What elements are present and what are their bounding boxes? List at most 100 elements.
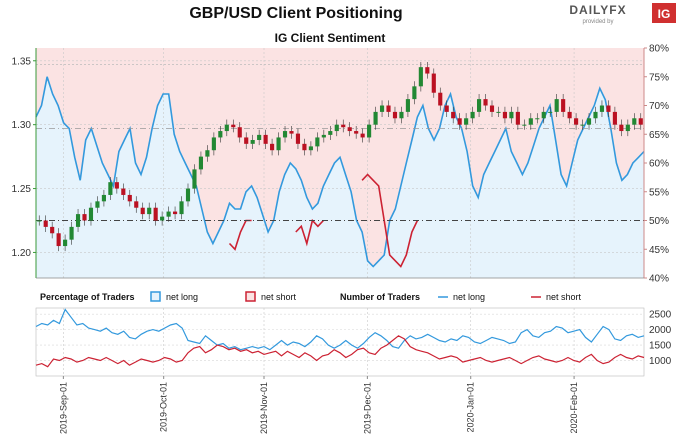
candle-body [457, 118, 462, 125]
legend-pct-short-label: net short [261, 292, 297, 302]
candle-body [489, 105, 495, 112]
dailyfx-brand: DAILYFX [569, 3, 626, 17]
candle-body [250, 140, 255, 144]
candle-body [354, 131, 359, 134]
legend-pct-title: Percentage of Traders [40, 292, 135, 302]
candle-body [95, 201, 100, 208]
candle-body [567, 111, 572, 119]
date-tick-label: 2020-Jan-01 [466, 382, 476, 433]
candle-body [308, 146, 313, 151]
legend-num-title: Number of Traders [340, 292, 420, 302]
candle-body [438, 92, 443, 106]
date-tick-label: 2020-Feb-01 [569, 382, 579, 434]
candle-body [205, 150, 210, 157]
candle-body [528, 118, 533, 125]
candle-body [548, 111, 553, 113]
candle-body [63, 239, 68, 247]
candle-body [599, 105, 605, 112]
net-long-line [35, 76, 645, 268]
candle-body [140, 207, 145, 215]
legend: Percentage of Traders net long net short… [40, 291, 582, 302]
candle-body [69, 226, 74, 240]
percent-tick-label: 45% [649, 245, 669, 256]
candle-body [593, 111, 598, 119]
candle-body [56, 233, 61, 247]
candle-body [75, 214, 81, 227]
price-tick-label: 1.25 [12, 184, 32, 195]
candle-body [302, 143, 307, 151]
percent-tick-label: 80% [649, 44, 669, 55]
price-tick-label: 1.30 [12, 120, 32, 131]
candle-body [367, 124, 372, 138]
candle-body [625, 124, 630, 132]
candle-body [379, 105, 385, 112]
ig-badge-label: IG [658, 7, 671, 21]
candle-body [231, 124, 236, 128]
candle-body [37, 220, 42, 222]
candle-body [464, 118, 469, 125]
price-tick-label: 1.35 [12, 56, 32, 67]
candle-body [114, 182, 119, 189]
candle-body [218, 131, 223, 138]
candle-body [153, 207, 158, 221]
candle-body [276, 137, 281, 151]
price-tick-label: 1.20 [12, 248, 32, 259]
candle-body [444, 105, 449, 112]
candle-body [160, 216, 165, 221]
candle-body [263, 134, 268, 144]
candle-body [360, 133, 365, 138]
candle-body [606, 105, 611, 112]
candle-body [554, 99, 559, 112]
traders-tick-label: 1000 [649, 356, 672, 367]
candle-body [535, 118, 540, 120]
candle-body [289, 131, 294, 134]
candle-body [282, 131, 288, 138]
dailyfx-provided-by: provided by [582, 19, 613, 25]
candle-body [244, 137, 249, 144]
candle-body [147, 207, 152, 215]
legend-pct-long-label: net long [166, 292, 198, 302]
candle-body [541, 111, 546, 119]
date-tick-label: 2019-Oct-01 [159, 382, 169, 432]
candle-body [612, 111, 617, 125]
percent-tick-label: 55% [649, 187, 669, 198]
legend-pct-long-swatch [150, 291, 161, 302]
net-short-line-2 [361, 173, 419, 268]
candle-body [502, 111, 508, 119]
candle-body [574, 118, 579, 125]
candle-body [315, 137, 320, 147]
net-long-area [36, 76, 644, 278]
candle-body [101, 194, 106, 202]
candle-body [476, 99, 482, 112]
traders-tick-label: 2000 [649, 325, 672, 336]
traders-tick-label: 1500 [649, 341, 672, 352]
candle-body [50, 226, 55, 234]
percent-tick-label: 50% [649, 216, 669, 227]
candle-body [166, 211, 171, 217]
candle-body [561, 99, 566, 112]
candle-body [586, 118, 592, 125]
candle-body [405, 99, 410, 112]
candle-body [108, 182, 113, 195]
candle-body [82, 214, 87, 221]
ig-badge [652, 3, 676, 23]
candle-body [425, 67, 430, 74]
candle-body [257, 134, 262, 140]
candle-body [638, 118, 643, 125]
candle-body [483, 99, 488, 106]
date-tick-label: 2019-Dec-01 [362, 382, 372, 434]
candle-body [321, 134, 326, 138]
percent-tick-label: 75% [649, 72, 669, 83]
traders-net-long-line [35, 308, 645, 351]
candle-body [470, 111, 475, 119]
candle-body [619, 124, 624, 132]
candle-body [179, 201, 184, 215]
candle-body [580, 124, 585, 126]
dailyfx-logo: DAILYFX provided by IG [569, 3, 676, 25]
traders-tick-label: 2500 [649, 310, 672, 321]
candle-body [295, 133, 301, 144]
candle-body [185, 188, 191, 202]
candle-body [121, 188, 126, 195]
candle-body [632, 118, 637, 125]
